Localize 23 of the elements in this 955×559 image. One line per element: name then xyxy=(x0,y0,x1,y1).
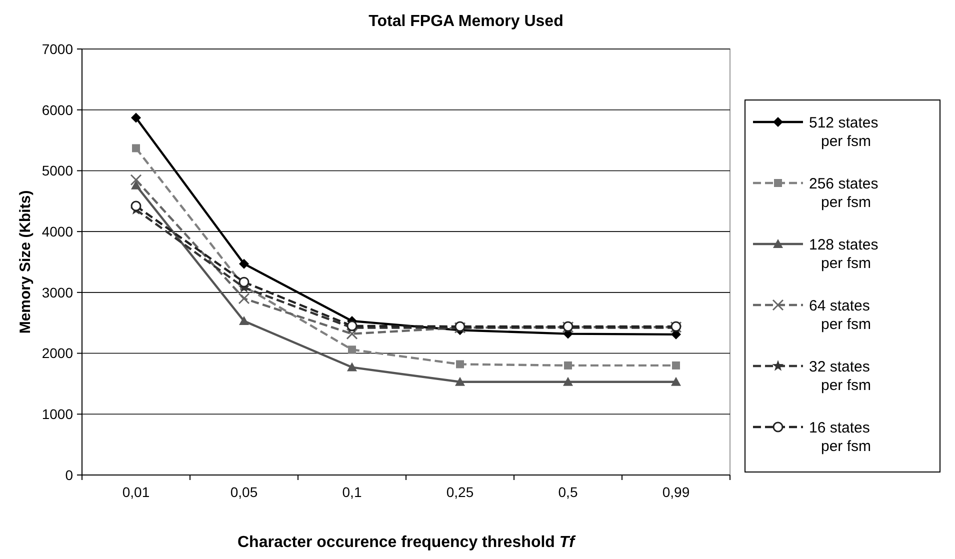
x-tick-label: 0,25 xyxy=(446,484,474,500)
y-tick-label: 6000 xyxy=(42,102,74,118)
y-tick-label: 7000 xyxy=(42,40,74,57)
y-tick-label: 2000 xyxy=(42,345,74,362)
y-tick-label: 4000 xyxy=(42,223,74,240)
y-tick-label: 1000 xyxy=(42,406,74,422)
x-tick-label: 0,05 xyxy=(230,484,258,500)
y-axis-title: Memory Size (Kbits) xyxy=(17,190,34,334)
x-axis-title: Character occurence frequency threshold Tf xyxy=(238,534,576,551)
x-tick-label: 0,99 xyxy=(662,484,690,500)
legend-label: 64 states per fsm xyxy=(809,297,872,333)
y-tick-label: 0 xyxy=(65,466,74,483)
legend-label: 16 states per fsm xyxy=(809,419,872,455)
legend-label: 32 states per fsm xyxy=(809,358,872,394)
x-tick-label: 0,1 xyxy=(342,484,362,500)
legend-label: 256 states per fsm xyxy=(809,175,878,211)
y-tick-label: 3000 xyxy=(42,284,74,300)
y-tick-label: 5000 xyxy=(42,162,74,179)
x-tick-label: 0,01 xyxy=(122,484,150,500)
legend-label: 128 states per fsm xyxy=(809,236,878,272)
chart-title: Total FPGA Memory Used xyxy=(368,13,564,30)
x-tick-label: 0,5 xyxy=(558,484,578,500)
legend-label: 512 states per fsm xyxy=(809,114,878,150)
